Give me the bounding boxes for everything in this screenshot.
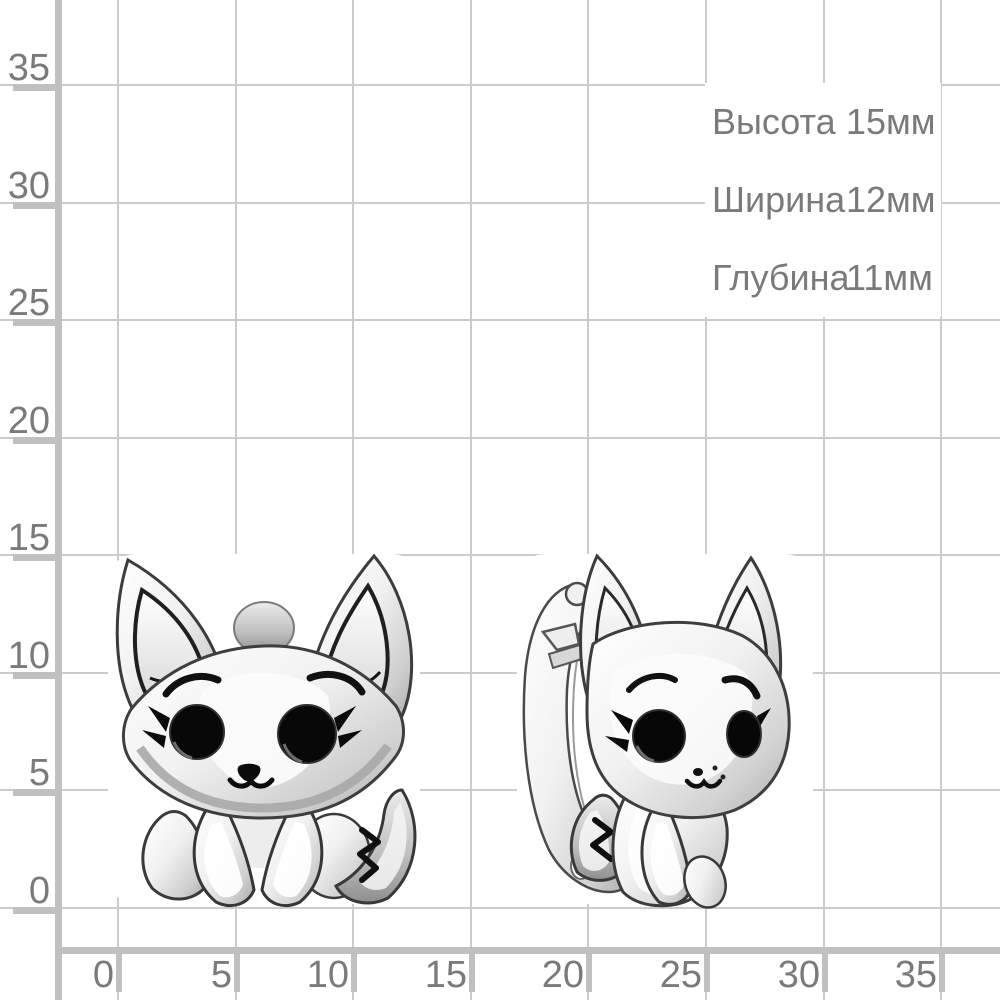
grid-line-vertical xyxy=(587,0,589,1000)
grid-line-vertical xyxy=(940,0,942,1000)
grid-line-horizontal xyxy=(0,437,1000,439)
y-axis-ruler xyxy=(55,0,62,1000)
tail xyxy=(333,788,417,905)
dimension-row: Глубина 11мм xyxy=(705,239,941,317)
x-axis-label: 5 xyxy=(210,954,232,996)
grid-line-horizontal xyxy=(0,907,1000,909)
grid-line-vertical xyxy=(117,0,119,1000)
y-axis-label: 15 xyxy=(7,517,50,559)
mouth xyxy=(227,776,275,789)
left-eyebrow xyxy=(626,672,678,693)
dimensions-panel: Высота 15мм Ширина 12мм Глубина 11мм xyxy=(705,83,941,317)
y-axis-tick xyxy=(13,437,56,444)
right-eye xyxy=(726,708,771,758)
grid-line-horizontal xyxy=(0,789,1000,791)
nose xyxy=(693,768,703,776)
y-axis-tick xyxy=(13,319,56,326)
foot xyxy=(683,855,727,909)
y-axis-label: 30 xyxy=(7,165,50,207)
grid-line-horizontal xyxy=(0,672,1000,674)
left-eyebrow xyxy=(162,673,222,698)
x-axis-label: 35 xyxy=(894,954,937,996)
y-axis-tick xyxy=(13,554,56,561)
dimension-row: Высота 15мм xyxy=(705,83,941,161)
x-axis-tick xyxy=(939,954,945,992)
x-axis-label: 20 xyxy=(541,954,584,996)
x-axis-tick xyxy=(469,954,475,992)
dimension-label: Ширина xyxy=(712,179,846,220)
y-axis-label: 25 xyxy=(7,282,50,324)
x-axis-tick xyxy=(586,954,592,992)
front-paws xyxy=(192,801,324,907)
right-eyebrow xyxy=(306,671,366,696)
tail-stripe xyxy=(590,817,614,862)
nose xyxy=(237,763,261,782)
right-eye xyxy=(277,704,362,764)
cat-earring-front-view xyxy=(108,553,420,907)
y-axis-label: 5 xyxy=(28,752,50,794)
dimension-row: Ширина 12мм xyxy=(705,161,941,239)
dimension-value: 15мм xyxy=(846,101,936,142)
left-eye xyxy=(142,704,225,760)
grid-line-horizontal xyxy=(0,202,1000,204)
y-axis-tick xyxy=(13,84,56,91)
y-axis-tick xyxy=(13,907,56,914)
x-axis-label: 25 xyxy=(659,954,702,996)
x-axis-label: 0 xyxy=(92,954,114,996)
tail-stripe xyxy=(357,827,381,883)
x-axis-tick xyxy=(822,954,828,992)
y-axis-label: 10 xyxy=(7,635,50,677)
grid-line-vertical xyxy=(823,0,825,1000)
x-axis-tick xyxy=(116,954,122,992)
x-axis-tick xyxy=(234,954,240,992)
dimension-value: 12мм xyxy=(846,179,936,220)
x-axis-label: 15 xyxy=(424,954,467,996)
y-axis-tick xyxy=(13,672,56,679)
x-axis-label: 10 xyxy=(306,954,349,996)
y-axis-label: 0 xyxy=(28,870,50,912)
left-eye xyxy=(605,709,686,763)
grid-line-vertical xyxy=(470,0,472,1000)
x-axis-tick xyxy=(704,954,710,992)
clasp-latch xyxy=(540,622,581,652)
dimension-value: 11мм xyxy=(846,257,933,298)
right-eyebrow xyxy=(721,675,761,700)
body xyxy=(611,788,729,909)
y-axis-tick xyxy=(13,202,56,209)
x-axis-ruler xyxy=(55,947,1000,954)
y-axis-tick xyxy=(13,789,56,796)
y-axis-label: 35 xyxy=(7,47,50,89)
x-axis-tick xyxy=(351,954,357,992)
dimension-label: Глубина xyxy=(712,257,850,298)
grid-line-vertical xyxy=(705,0,707,1000)
y-axis-label: 20 xyxy=(7,400,50,442)
grid-line-vertical xyxy=(352,0,354,1000)
x-axis-label: 30 xyxy=(777,954,820,996)
cat-earring-side-view-with-english-lock xyxy=(517,553,813,909)
grid-line-horizontal xyxy=(0,319,1000,321)
dimension-label: Высота xyxy=(712,101,836,142)
grid-line-vertical xyxy=(235,0,237,1000)
face xyxy=(585,620,791,819)
grid-line-horizontal xyxy=(0,84,1000,86)
grid-line-horizontal xyxy=(0,554,1000,556)
face xyxy=(122,644,405,820)
mouth xyxy=(684,777,723,789)
